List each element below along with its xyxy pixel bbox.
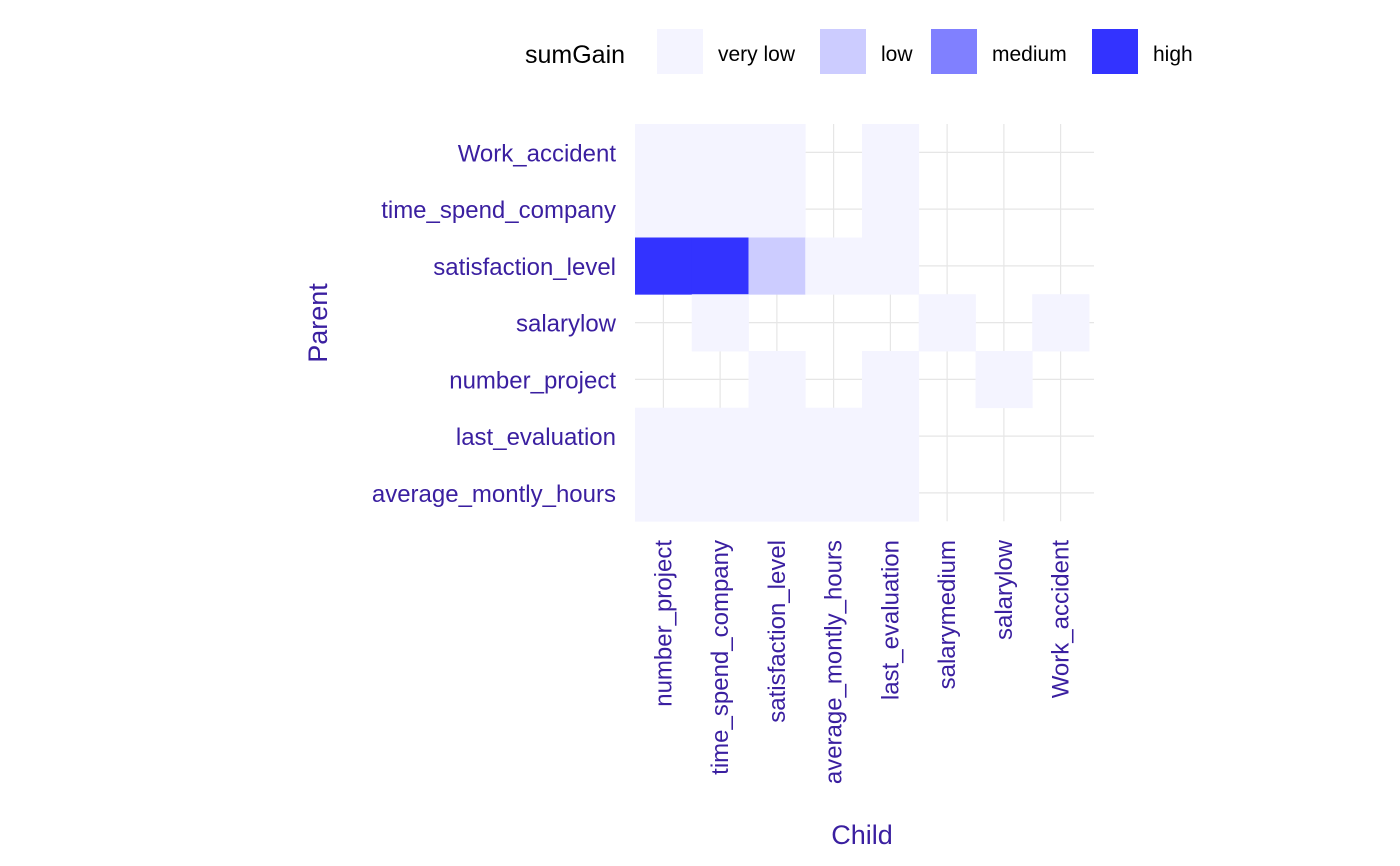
heatmap-cell xyxy=(748,464,806,522)
legend: sumGain very low low medium high xyxy=(525,29,1193,74)
heatmap-cell xyxy=(635,237,693,295)
x-tick-label: last_evaluation xyxy=(877,540,904,700)
y-tick-label: satisfaction_level xyxy=(433,254,616,281)
heatmap-cells xyxy=(635,124,1090,522)
heatmap-cell xyxy=(805,464,863,522)
heatmap-cell xyxy=(748,351,806,409)
y-axis-ticks: Work_accident time_spend_company satisfact… xyxy=(372,140,617,508)
y-tick-label: number_project xyxy=(449,367,616,394)
heatmap-cell xyxy=(862,124,920,182)
legend-label-medium: medium xyxy=(992,43,1067,66)
heatmap-cell xyxy=(635,180,693,238)
x-tick-label: average_montly_hours xyxy=(821,540,848,784)
x-tick-label: time_spend_company xyxy=(707,540,734,775)
legend-key-very-low xyxy=(657,29,703,74)
heatmap-cell xyxy=(748,237,806,295)
x-tick-label: number_project xyxy=(650,540,677,707)
legend-label-high: high xyxy=(1153,43,1193,66)
heatmap-cell xyxy=(635,464,693,522)
heatmap-cell xyxy=(691,180,749,238)
heatmap-cell xyxy=(918,294,976,352)
x-axis-ticks: number_project time_spend_company satisfac… xyxy=(650,539,1074,784)
heatmap-cell xyxy=(691,407,749,465)
heatmap-cell xyxy=(862,237,920,295)
legend-key-low xyxy=(820,29,866,74)
heatmap-cell xyxy=(1032,294,1090,352)
legend-key-medium xyxy=(931,29,977,74)
heatmap-cell xyxy=(862,180,920,238)
heatmap-cell xyxy=(691,124,749,182)
y-tick-label: time_spend_company xyxy=(381,197,616,224)
legend-label-low: low xyxy=(881,43,913,66)
heatmap-cell xyxy=(748,124,806,182)
heatmap-cell xyxy=(805,407,863,465)
heatmap-cell xyxy=(805,237,863,295)
heatmap-cell xyxy=(862,351,920,409)
heatmap-cell xyxy=(862,407,920,465)
legend-key-high xyxy=(1092,29,1138,74)
legend-title: sumGain xyxy=(525,41,625,69)
x-tick-label: salarymedium xyxy=(934,540,961,689)
heatmap-cell xyxy=(691,294,749,352)
x-tick-label: salarylow xyxy=(991,539,1018,640)
y-tick-label: last_evaluation xyxy=(456,424,616,451)
heatmap-cell xyxy=(635,124,693,182)
legend-label-very-low: very low xyxy=(718,43,796,66)
x-axis-title: Child xyxy=(831,820,893,850)
x-tick-label: satisfaction_level xyxy=(764,540,791,723)
heatmap-cell xyxy=(691,464,749,522)
x-tick-label: Work_accident xyxy=(1048,540,1075,699)
heatmap-cell xyxy=(975,351,1033,409)
heatmap-cell xyxy=(748,180,806,238)
y-tick-label: average_montly_hours xyxy=(372,481,616,508)
y-axis-title: Parent xyxy=(303,283,333,363)
heatmap-cell xyxy=(635,407,693,465)
y-tick-label: Work_accident xyxy=(458,140,617,167)
heatmap-cell xyxy=(862,464,920,522)
y-tick-label: salarylow xyxy=(516,311,617,338)
heatmap-cell xyxy=(748,407,806,465)
heatmap-cell xyxy=(691,237,749,295)
